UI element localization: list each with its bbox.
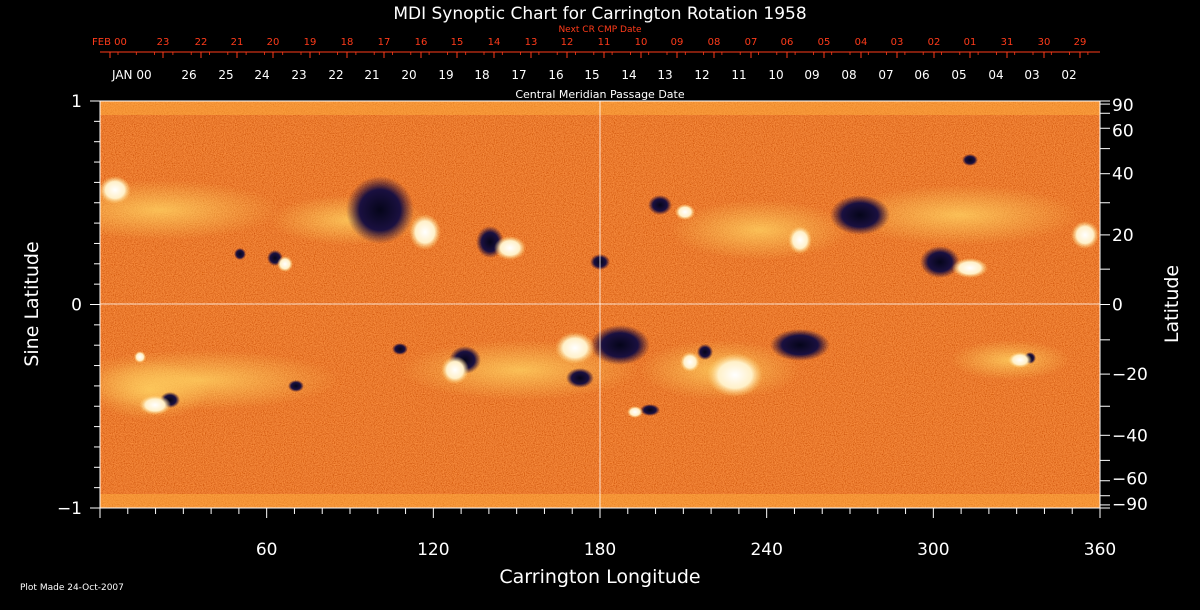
cmp-label: Central Meridian Passage Date: [515, 88, 684, 101]
bottom-date-label: 04: [988, 68, 1003, 82]
bottom-date-label: JAN 00: [111, 68, 152, 82]
top-date-label: FEB 00: [92, 37, 127, 48]
top-date-label: 13: [525, 37, 538, 48]
top-date-label: 11: [598, 37, 611, 48]
bottom-date-label: 16: [548, 68, 563, 82]
bottom-date-label: 12: [694, 68, 709, 82]
top-date-label: 06: [781, 37, 794, 48]
y-right-tick-label: 60: [1112, 121, 1134, 141]
top-date-label: 07: [745, 37, 758, 48]
plot-made-footer: Plot Made 24-Oct-2007: [20, 583, 124, 593]
y-right-tick-label: 90: [1112, 96, 1134, 116]
bottom-date-label: 20: [401, 68, 416, 82]
top-date-label: 03: [891, 37, 904, 48]
bottom-date-label: 15: [584, 68, 599, 82]
magnetogram-map: [100, 101, 1100, 508]
top-date-label: 20: [267, 37, 280, 48]
bottom-date-label: 18: [474, 68, 489, 82]
bottom-date-label: 25: [218, 68, 233, 82]
x-tick-label: 360: [1084, 540, 1116, 560]
bottom-date-label: 03: [1024, 68, 1039, 82]
top-date-label: 02: [928, 37, 941, 48]
bottom-date-label: 09: [804, 68, 819, 82]
top-date-label: 19: [304, 37, 317, 48]
bottom-date-label: 05: [951, 68, 966, 82]
top-date-label: 01: [964, 37, 977, 48]
bottom-date-label: 06: [914, 68, 929, 82]
bottom-date-label: 11: [731, 68, 746, 82]
y-right-tick-label: −20: [1112, 365, 1148, 385]
y-axis-label-left: Sine Latitude: [21, 241, 43, 366]
bottom-date-label: 17: [511, 68, 526, 82]
bottom-date-label: 08: [841, 68, 856, 82]
y-right-tick-label: −90: [1112, 495, 1148, 515]
top-date-label: 05: [818, 37, 831, 48]
bottom-date-label: 19: [438, 68, 453, 82]
top-date-axis: FEB 00 23 22 21 20 19 18 17 16 15 14 13 12 11 10 09 08 07…: [92, 37, 1100, 58]
y-right-tick-label: −60: [1112, 470, 1148, 490]
bottom-date-label: 26: [181, 68, 196, 82]
y-axis-left: 1 0 −1: [57, 92, 100, 519]
x-tick-label: 60: [256, 540, 278, 560]
top-date-label: 23: [157, 37, 170, 48]
y-right-tick-label: 20: [1112, 226, 1134, 246]
x-tick-label: 120: [417, 540, 449, 560]
y-left-tick-label: 0: [71, 296, 82, 316]
x-tick-label: 240: [750, 540, 782, 560]
bottom-date-label: 02: [1061, 68, 1076, 82]
bottom-date-label: 13: [657, 68, 672, 82]
bottom-date-label: 24: [254, 68, 269, 82]
x-axis: 60 120 180 240 300 360: [99, 508, 1116, 560]
top-date-label: 22: [195, 37, 208, 48]
y-right-tick-label: −40: [1112, 426, 1148, 446]
bottom-date-label: 22: [328, 68, 343, 82]
bottom-date-label: 23: [291, 68, 306, 82]
top-date-label: 16: [415, 37, 428, 48]
x-axis-label: Carrington Longitude: [499, 566, 700, 588]
top-date-label: 09: [671, 37, 684, 48]
next-cr-label: Next CR CMP Date: [558, 25, 642, 35]
x-tick-label: 180: [584, 540, 616, 560]
top-date-label: 30: [1038, 37, 1051, 48]
top-date-label: 21: [231, 37, 244, 48]
y-axis-label-right: Latitude: [1161, 265, 1183, 343]
bottom-date-axis: JAN 00 26 25 24 23 22 21 20 19 18 17 16 15 14 13 12 11 10…: [111, 68, 1077, 82]
chart-title: MDI Synoptic Chart for Carrington Rotati…: [393, 4, 806, 24]
x-tick-label: 300: [917, 540, 949, 560]
top-date-label: 10: [635, 37, 648, 48]
bottom-date-label: 21: [364, 68, 379, 82]
top-date-label: 14: [488, 37, 501, 48]
y-left-tick-label: −1: [57, 499, 82, 519]
top-date-label: 08: [708, 37, 721, 48]
top-date-label: 18: [341, 37, 354, 48]
y-axis-right: 90 60 40 20 0 −20 −40 −60 −90: [1100, 96, 1148, 515]
y-left-tick-label: 1: [71, 92, 82, 112]
top-date-label: 15: [451, 37, 464, 48]
top-date-label: 04: [855, 37, 868, 48]
bottom-date-label: 14: [621, 68, 636, 82]
y-right-tick-label: 0: [1112, 296, 1123, 316]
top-date-label: 17: [378, 37, 391, 48]
top-date-label: 31: [1001, 37, 1014, 48]
top-date-label: 29: [1074, 37, 1087, 48]
bottom-date-label: 10: [768, 68, 783, 82]
bottom-date-label: 07: [878, 68, 893, 82]
y-right-tick-label: 40: [1112, 165, 1134, 185]
top-date-label: 12: [561, 37, 574, 48]
